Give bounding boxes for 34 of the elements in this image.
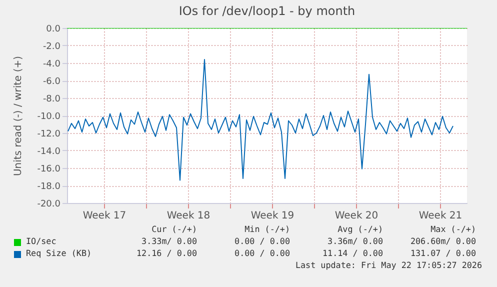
chart-title: IOs for /dev/loop1 - by month (178, 4, 356, 18)
y-tick-label: -18.0 (37, 182, 61, 192)
text: 11.14 / 0.00 (322, 248, 383, 258)
y-tick-label: -4.0 (42, 60, 61, 70)
y-tick-label: -8.0 (42, 94, 61, 104)
y-tick-label: 0.0 (46, 24, 61, 34)
text: 0.00 / 0.00 (234, 236, 290, 246)
text: Max (-/+) (430, 224, 476, 234)
text: 206.60m/ 0.00 (410, 236, 476, 246)
line-series (68, 59, 454, 181)
y-tick-label: -10.0 (37, 112, 61, 122)
x-tick-label: Week 17 (82, 210, 126, 222)
x-tick-label: Week 20 (334, 210, 378, 222)
x-tick-label: Week 18 (166, 210, 210, 222)
x-tick-label: Week 19 (250, 210, 294, 222)
legend-label: IO/sec (26, 236, 56, 246)
y-tick-label: -12.0 (37, 130, 61, 140)
text: Avg (-/+) (338, 224, 383, 234)
y-tick-label: -20.0 (37, 200, 61, 210)
text: Last update: Fri May 22 17:05:27 2026 (295, 260, 482, 270)
y-tick-label: -16.0 (37, 164, 61, 174)
legend-label: Req Size (KB) (26, 248, 92, 258)
text: 12.16 / 0.00 (136, 248, 197, 258)
y-tick-label: -14.0 (37, 147, 61, 157)
y-tick-label: -6.0 (42, 77, 61, 87)
text: 131.07 / 0.00 (410, 248, 476, 258)
text: 0.00 / 0.00 (234, 248, 290, 258)
y-axis-title: Units read (-) / write (+) (13, 56, 24, 176)
text: 3.33m/ 0.00 (142, 236, 197, 246)
y-tick-label: -2.0 (42, 42, 61, 52)
text: Cur (-/+) (152, 224, 197, 234)
text: 3.36m/ 0.00 (328, 236, 383, 246)
x-tick-label: Week 21 (418, 210, 462, 222)
text: Min (-/+) (244, 224, 290, 234)
